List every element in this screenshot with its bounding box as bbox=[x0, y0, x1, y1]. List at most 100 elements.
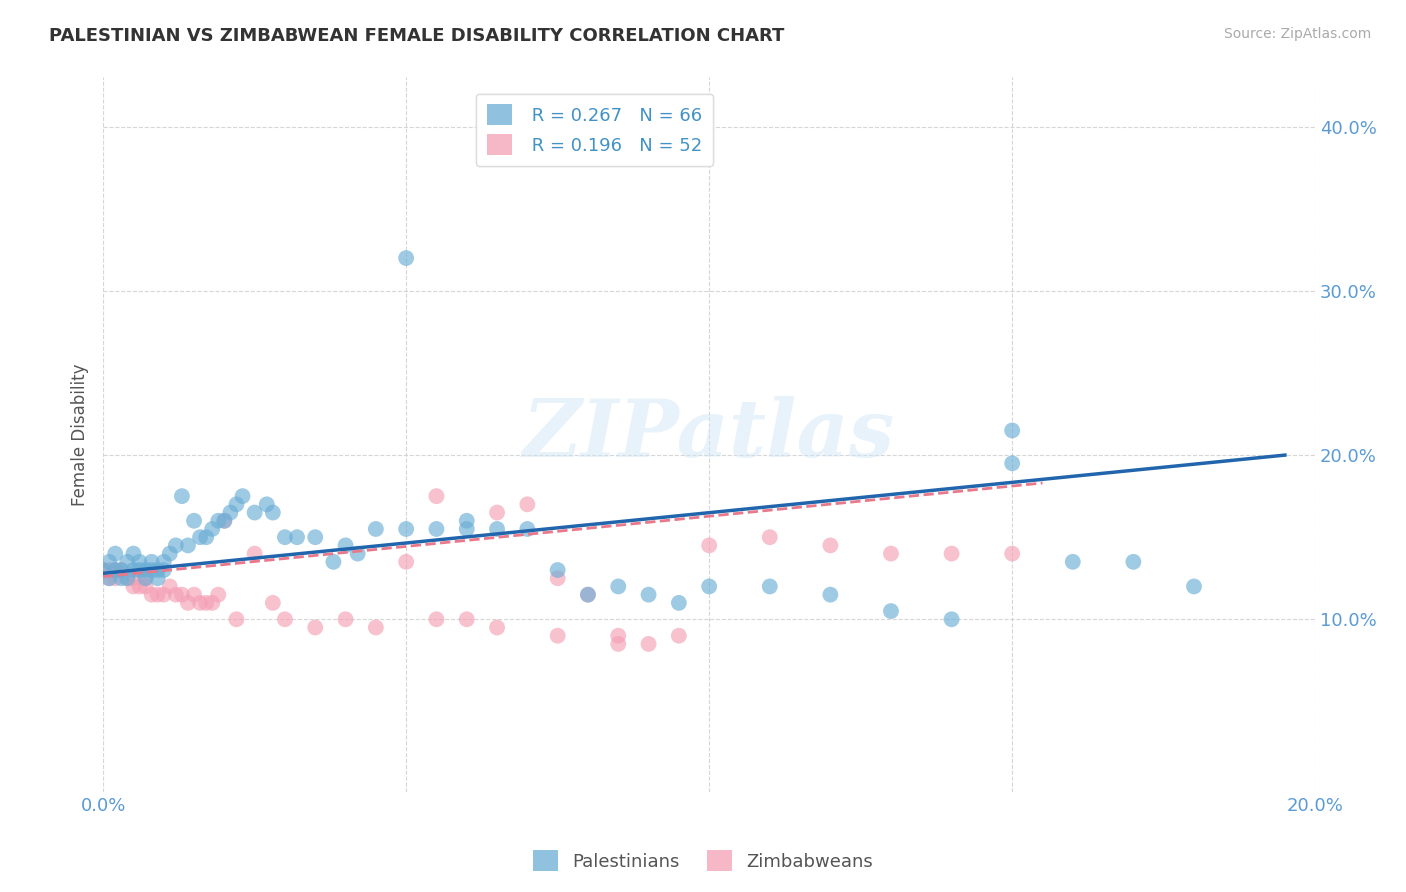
Point bbox=[159, 579, 181, 593]
Point bbox=[170, 588, 193, 602]
Point bbox=[152, 588, 174, 602]
Point bbox=[486, 506, 509, 520]
Point bbox=[335, 612, 357, 626]
Point bbox=[104, 547, 127, 561]
Point bbox=[1182, 579, 1205, 593]
Point bbox=[364, 620, 387, 634]
Point bbox=[122, 579, 145, 593]
Point bbox=[201, 522, 224, 536]
Point bbox=[195, 530, 218, 544]
Point bbox=[425, 522, 447, 536]
Point bbox=[141, 563, 163, 577]
Point bbox=[758, 579, 780, 593]
Point bbox=[262, 596, 284, 610]
Point bbox=[135, 571, 157, 585]
Point bbox=[225, 497, 247, 511]
Point bbox=[758, 530, 780, 544]
Point bbox=[395, 555, 418, 569]
Point bbox=[183, 514, 205, 528]
Point bbox=[177, 538, 200, 552]
Point bbox=[91, 563, 114, 577]
Point bbox=[395, 251, 418, 265]
Point bbox=[607, 637, 630, 651]
Point bbox=[188, 596, 211, 610]
Point bbox=[207, 514, 229, 528]
Point bbox=[607, 579, 630, 593]
Point bbox=[425, 612, 447, 626]
Point bbox=[141, 588, 163, 602]
Point bbox=[177, 596, 200, 610]
Point bbox=[285, 530, 308, 544]
Point bbox=[486, 522, 509, 536]
Point bbox=[146, 571, 169, 585]
Point bbox=[456, 522, 478, 536]
Point bbox=[152, 555, 174, 569]
Point bbox=[456, 514, 478, 528]
Point bbox=[122, 547, 145, 561]
Point bbox=[364, 522, 387, 536]
Point bbox=[262, 506, 284, 520]
Point bbox=[183, 588, 205, 602]
Point bbox=[456, 612, 478, 626]
Point bbox=[165, 588, 187, 602]
Point bbox=[941, 612, 963, 626]
Point bbox=[214, 514, 236, 528]
Point bbox=[201, 596, 224, 610]
Point bbox=[135, 563, 157, 577]
Point bbox=[98, 555, 121, 569]
Point bbox=[146, 563, 169, 577]
Point bbox=[547, 571, 569, 585]
Point bbox=[110, 571, 132, 585]
Point bbox=[128, 563, 150, 577]
Point bbox=[104, 563, 127, 577]
Point bbox=[117, 571, 139, 585]
Point bbox=[941, 547, 963, 561]
Point bbox=[516, 522, 538, 536]
Point bbox=[880, 547, 903, 561]
Point bbox=[547, 629, 569, 643]
Point bbox=[820, 588, 842, 602]
Text: ZIPatlas: ZIPatlas bbox=[523, 396, 896, 474]
Point bbox=[1001, 424, 1024, 438]
Point bbox=[170, 489, 193, 503]
Point bbox=[346, 547, 368, 561]
Point bbox=[207, 588, 229, 602]
Point bbox=[128, 579, 150, 593]
Point bbox=[135, 571, 157, 585]
Point bbox=[243, 547, 266, 561]
Point bbox=[1001, 547, 1024, 561]
Point bbox=[322, 555, 344, 569]
Point bbox=[820, 538, 842, 552]
Point bbox=[110, 563, 132, 577]
Point bbox=[637, 637, 659, 651]
Point bbox=[110, 563, 132, 577]
Point bbox=[576, 588, 599, 602]
Point bbox=[697, 538, 720, 552]
Point bbox=[117, 555, 139, 569]
Y-axis label: Female Disability: Female Disability bbox=[72, 363, 89, 506]
Point bbox=[104, 563, 127, 577]
Point bbox=[214, 514, 236, 528]
Point bbox=[304, 530, 326, 544]
Point bbox=[516, 497, 538, 511]
Point bbox=[122, 563, 145, 577]
Legend: Palestinians, Zimbabweans: Palestinians, Zimbabweans bbox=[526, 843, 880, 879]
Point bbox=[225, 612, 247, 626]
Point bbox=[335, 538, 357, 552]
Point bbox=[697, 579, 720, 593]
Point bbox=[243, 506, 266, 520]
Point bbox=[274, 530, 297, 544]
Point bbox=[668, 596, 690, 610]
Point bbox=[607, 629, 630, 643]
Point bbox=[122, 571, 145, 585]
Point bbox=[395, 522, 418, 536]
Point bbox=[91, 563, 114, 577]
Point bbox=[637, 588, 659, 602]
Point bbox=[98, 571, 121, 585]
Point bbox=[104, 571, 127, 585]
Point bbox=[146, 588, 169, 602]
Point bbox=[98, 571, 121, 585]
Point bbox=[188, 530, 211, 544]
Point bbox=[152, 563, 174, 577]
Text: Source: ZipAtlas.com: Source: ZipAtlas.com bbox=[1223, 27, 1371, 41]
